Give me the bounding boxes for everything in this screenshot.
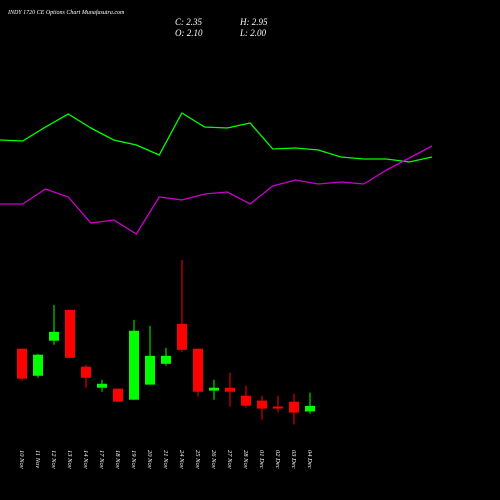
low-label: L: 2.00 xyxy=(239,28,267,38)
high-label: H: 2.95 xyxy=(239,17,268,27)
x-tick-label: 21 Nov xyxy=(162,450,169,469)
x-tick-label: 02 Dec xyxy=(274,450,281,469)
candle-body xyxy=(241,395,251,406)
candle-body xyxy=(161,355,171,364)
candle-body xyxy=(97,383,107,388)
candle-body xyxy=(273,406,283,409)
candle-body xyxy=(129,330,139,400)
x-tick-label: 28 Nov xyxy=(242,450,249,469)
x-tick-label: 18 Nov xyxy=(114,450,121,469)
x-tick-label: 03 Dec xyxy=(290,450,297,469)
x-tick-label: 12 Nov xyxy=(50,450,57,469)
x-tick-label: 01 Dec xyxy=(258,450,265,469)
candle-body xyxy=(65,309,75,358)
x-tick-label: 04 Dec xyxy=(306,450,313,469)
x-tick-label: 27 Nov xyxy=(226,450,233,469)
x-tick-label: 17 Nov xyxy=(98,450,105,469)
candle-body xyxy=(145,355,155,385)
x-tick-label: 20 Nov xyxy=(146,450,153,469)
x-tick-label: 26 Nov xyxy=(210,450,217,469)
open-label: O: 2.10 xyxy=(175,28,203,38)
candle-body xyxy=(289,401,299,413)
candle-body xyxy=(225,387,235,392)
x-tick-label: 11 Nov xyxy=(34,450,41,468)
candle-body xyxy=(113,388,123,402)
candle-body xyxy=(33,354,43,376)
close-label: C: 2.35 xyxy=(175,17,203,27)
x-tick-label: 10 Nov xyxy=(18,450,25,469)
candle-body xyxy=(49,331,59,341)
candle-body xyxy=(81,366,91,378)
indicator-line xyxy=(0,112,433,163)
candle-body xyxy=(257,400,267,409)
chart-title: INDY 1720 CE Options Chart Munafasutra.c… xyxy=(7,9,125,16)
x-tick-label: 24 Nov xyxy=(178,450,185,469)
x-tick-label: 19 Nov xyxy=(130,450,137,469)
candle-body xyxy=(177,323,187,350)
candle-body xyxy=(193,348,203,392)
indicator-line xyxy=(0,145,433,235)
candle-body xyxy=(209,387,219,391)
candle-body xyxy=(305,405,315,412)
candle-body xyxy=(17,348,27,379)
x-tick-label: 13 Nov xyxy=(66,450,73,469)
x-tick-label: 25 Nov xyxy=(194,450,201,469)
x-tick-label: 14 Nov xyxy=(82,450,89,469)
